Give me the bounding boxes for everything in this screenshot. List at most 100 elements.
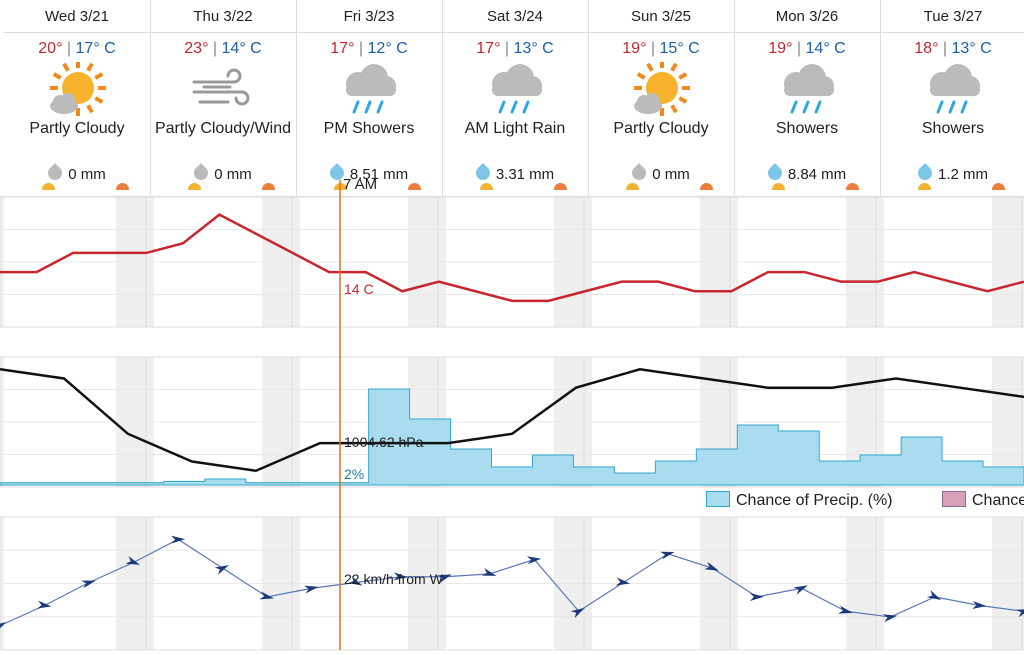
condition-text: Partly Cloudy xyxy=(29,120,125,137)
sunset-icon xyxy=(846,183,859,190)
day-column[interactable]: Tue 3/27 18° | 13° C Showers 1.2 mm xyxy=(880,0,1024,196)
wind-arrow-icon xyxy=(214,565,229,575)
high-temp: 19° xyxy=(622,40,647,57)
day-name: Sat 3/24 xyxy=(442,0,588,33)
precip-text: 8.51 mm xyxy=(349,166,409,183)
day-column[interactable]: Fri 3/23 17° | 12° C PM Showers 8.51 mm xyxy=(296,0,443,196)
day-column[interactable]: Sat 3/24 17° | 13° C AM Light Rain 3.31 … xyxy=(442,0,589,196)
rain-cloud-icon xyxy=(296,62,442,118)
condition-text: Showers xyxy=(775,120,839,137)
wind-arrow-icon xyxy=(570,607,585,619)
sunset-icon xyxy=(116,183,129,190)
precip-text: 8.84 mm xyxy=(787,166,847,183)
precip-amount: 0 mm xyxy=(588,163,734,183)
wind-arrow-icon xyxy=(838,605,853,614)
precip-text: 3.31 mm xyxy=(495,166,555,183)
low-temp: 12° C xyxy=(367,40,408,57)
precip-text: 0 mm xyxy=(652,166,690,183)
day-temps: 17° | 13° C xyxy=(476,40,554,57)
legend-swatch-other xyxy=(942,491,966,507)
legend-other[interactable]: Chance xyxy=(942,491,1024,510)
precip-chance-area xyxy=(0,388,1024,486)
wind-arrow-icon xyxy=(526,556,542,565)
sunset-icon xyxy=(262,183,275,190)
wind-arrow-icon xyxy=(125,556,141,565)
wind-arrow-icon xyxy=(749,592,764,601)
rain-cloud-icon xyxy=(880,62,1024,118)
wind-arrow-icon xyxy=(37,600,52,609)
high-temp: 20° xyxy=(38,40,63,57)
condition-text: Partly Cloudy xyxy=(613,120,709,137)
precip-text: 0 mm xyxy=(214,166,252,183)
wind-icon xyxy=(150,62,296,118)
wind-line xyxy=(0,538,1024,627)
day-temps: 18° | 13° C xyxy=(914,40,992,57)
day-column[interactable]: Wed 3/21 20° | 17° C Partly Cloudy 0 mm xyxy=(4,0,151,196)
wind-arrow-icon xyxy=(882,614,898,623)
precip-amount: 1.2 mm xyxy=(880,163,1024,183)
day-temps: 19° | 15° C xyxy=(622,40,700,57)
low-temp: 13° C xyxy=(513,40,554,57)
precip-amount: 0 mm xyxy=(4,163,150,183)
wind-arrow-icon xyxy=(393,572,408,581)
low-temp: 15° C xyxy=(659,40,700,57)
precip-text: 1.2 mm xyxy=(937,166,988,183)
partly-cloudy-icon xyxy=(4,62,150,118)
low-temp: 14° C xyxy=(805,40,846,57)
high-temp: 17° xyxy=(330,40,355,57)
wind-arrow-icon xyxy=(81,580,96,589)
wind-arrow-icon xyxy=(437,574,452,583)
sunrise-icon xyxy=(918,183,931,190)
wind-arrow-icon xyxy=(615,577,631,586)
wind-arrows xyxy=(0,535,1024,633)
night-bands xyxy=(0,197,1024,650)
rain-cloud-icon xyxy=(442,62,588,118)
sunset-icon xyxy=(700,183,713,190)
sunrise-icon xyxy=(42,183,55,190)
day-name: Sun 3/25 xyxy=(588,0,734,33)
low-temp: 17° C xyxy=(75,40,116,57)
cursor-pressure-label: 1004.62 hPa xyxy=(344,434,424,450)
day-name: Fri 3/23 xyxy=(296,0,442,33)
low-temp: 13° C xyxy=(951,40,992,57)
day-column[interactable]: Thu 3/22 23° | 14° C Partly Cloudy/Wind … xyxy=(150,0,297,196)
day-temps: 17° | 12° C xyxy=(330,40,408,57)
wind-arrow-icon xyxy=(0,622,7,633)
legend-swatch-precip xyxy=(706,491,730,507)
pressure-line xyxy=(0,367,1024,473)
sunset-icon xyxy=(408,183,421,190)
day-temps: 23° | 14° C xyxy=(184,40,262,57)
cursor-temp-label: 14 C xyxy=(344,281,374,297)
legend-precip-text: Chance of Precip. (%) xyxy=(736,492,893,509)
day-column[interactable]: Sun 3/25 19° | 15° C Partly Cloudy 0 mm xyxy=(588,0,735,196)
precip-amount: 0 mm xyxy=(150,163,296,183)
wind-arrow-icon xyxy=(481,568,497,576)
gridlines xyxy=(0,196,1024,651)
sunrise-icon xyxy=(480,183,493,190)
rain-cloud-icon xyxy=(734,62,880,118)
low-temp: 14° C xyxy=(221,40,262,57)
high-temp: 23° xyxy=(184,40,209,57)
wind-arrow-icon xyxy=(170,535,186,544)
day-column[interactable]: Mon 3/26 19° | 14° C Showers 8.84 mm xyxy=(734,0,881,196)
high-temp: 17° xyxy=(476,40,501,57)
wind-arrow-icon xyxy=(1016,608,1024,618)
precip-amount: 8.51 mm xyxy=(296,163,442,183)
precip-amount: 3.31 mm xyxy=(442,163,588,183)
day-name: Mon 3/26 xyxy=(734,0,880,33)
wind-arrow-icon xyxy=(348,575,363,586)
high-temp: 18° xyxy=(914,40,939,57)
precip-text: 0 mm xyxy=(68,166,106,183)
wind-arrow-icon xyxy=(304,585,319,594)
day-temps: 20° | 17° C xyxy=(38,40,116,57)
condition-text: PM Showers xyxy=(323,120,415,137)
condition-text: AM Light Rain xyxy=(464,120,566,137)
wind-arrow-icon xyxy=(704,561,719,571)
temperature-line xyxy=(0,213,1024,303)
day-name: Wed 3/21 xyxy=(4,0,150,33)
legend-precip-chance[interactable]: Chance of Precip. (%) xyxy=(706,491,893,510)
wind-arrow-icon xyxy=(972,601,987,610)
wind-arrow-icon xyxy=(926,590,942,601)
legend-other-text: Chance xyxy=(972,492,1024,509)
